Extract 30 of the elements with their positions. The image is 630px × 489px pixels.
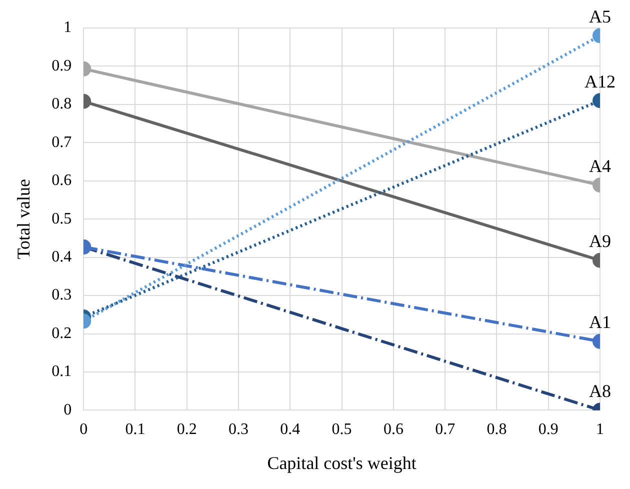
x-tick-label: 0.3: [228, 421, 249, 438]
x-tick-label: 1: [596, 421, 604, 438]
x-tick-label: 0.7: [435, 421, 456, 438]
y-axis-title: Total value: [14, 178, 34, 260]
x-tick-label: 0.6: [383, 421, 404, 438]
series-label: A5: [589, 6, 611, 26]
y-tick-label: 0.1: [52, 363, 72, 380]
series-label: A1: [589, 312, 611, 332]
y-tick-label: 0.5: [52, 210, 72, 228]
series-label: A12: [584, 71, 616, 92]
x-tick-label: 0.8: [486, 421, 507, 438]
x-tick-label: 0.4: [280, 421, 300, 438]
y-tick-label: 0.2: [52, 324, 72, 342]
x-axis-title: Capital cost's weight: [267, 452, 416, 473]
y-tick-label: 0.3: [52, 286, 72, 304]
x-tick-label: 0: [80, 421, 88, 438]
x-tick-label: 0.1: [125, 421, 146, 438]
y-tick-label: 0: [64, 401, 72, 418]
y-tick-label: 1: [64, 19, 72, 36]
y-tick-label: 0.7: [52, 134, 72, 151]
y-tick-label: 0.4: [52, 248, 72, 266]
series-label: A4: [589, 156, 611, 176]
y-tick-label: 0.8: [52, 96, 72, 113]
series-label: A8: [589, 380, 611, 401]
x-tick-label: 0.9: [538, 421, 558, 438]
y-tick-label: 0.6: [52, 172, 72, 190]
x-tick-label: 0.2: [176, 421, 197, 438]
x-tick-label: 0.5: [332, 421, 352, 438]
y-tick-label: 0.9: [52, 57, 72, 74]
series-label: A9: [589, 231, 611, 252]
